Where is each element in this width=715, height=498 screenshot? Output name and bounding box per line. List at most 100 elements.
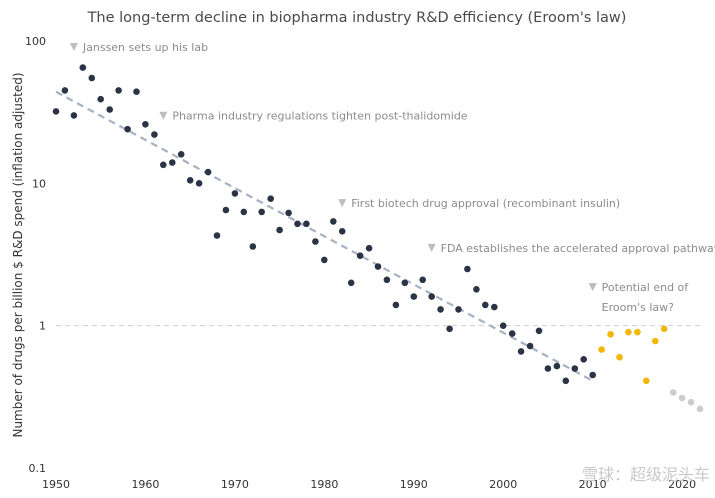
annotation-marker-icon [69,43,78,52]
data-point [660,325,668,333]
data-point [70,112,78,119]
data-point [580,356,587,363]
data-point [419,276,427,284]
data-point [526,342,534,350]
data-point [79,64,87,71]
data-point [634,328,641,336]
data-point [652,337,659,345]
data-point [365,244,373,252]
annotation-marker-icon [588,283,597,292]
x-tick-label: 1970 [221,478,249,491]
data-points-layer [52,64,704,413]
y-tick-label: 100 [25,35,46,48]
x-tick-label: 1990 [400,478,428,491]
data-point [97,95,104,103]
data-point [491,303,498,311]
data-point [696,405,704,413]
data-point [356,252,364,259]
data-point [410,293,418,300]
data-point [678,394,686,402]
data-point [177,151,185,158]
data-point [669,389,677,396]
data-point [142,121,149,128]
data-point [249,243,257,250]
data-point [169,159,176,166]
data-point [347,279,355,287]
data-point [267,195,275,202]
data-point [124,125,131,133]
data-point [643,377,650,385]
data-point [303,220,310,228]
data-point [321,256,328,264]
data-point [133,88,140,95]
data-point [231,190,239,197]
data-point [213,232,221,239]
annotation-marker-icon [159,111,168,120]
data-point [401,279,409,287]
data-point [258,208,266,216]
annotation-label: Janssen sets up his lab [82,41,208,54]
data-point [115,87,122,94]
annotation-label: Potential end of [602,281,690,294]
data-point [437,306,444,313]
data-point [294,220,301,228]
annotation-label: First biotech drug approval (recombinant… [351,197,620,210]
data-point [464,265,471,273]
data-point [240,208,248,216]
data-point [455,306,462,313]
data-point [625,328,632,336]
data-point [499,322,507,330]
data-point [160,161,167,169]
data-point [285,209,292,217]
data-point [544,365,552,372]
x-tick-label: 2000 [489,478,517,491]
x-tick-label: 2020 [668,478,696,491]
y-tick-label: 0.1 [29,462,47,475]
data-point [687,398,695,406]
data-point [330,218,337,225]
data-point [607,331,614,338]
data-point [553,362,561,370]
y-tick-label: 1 [39,320,46,333]
data-point [428,293,436,300]
data-point [204,168,212,176]
data-point [589,371,596,379]
y-axis-label: Number of drugs per billion $ R&D spend … [11,72,25,437]
x-tick-label: 2010 [579,478,607,491]
data-point [473,286,480,293]
data-point [186,177,194,184]
annotation-label: FDA establishes the accelerated approval… [441,242,715,255]
annotations-layer: Janssen sets up his lab Pharma industry r… [69,41,715,314]
trendline [55,90,594,382]
data-point [562,377,570,385]
data-point [338,228,346,235]
watermark-text: 雪球：超级泥头车 [582,465,710,484]
data-point [151,131,158,138]
data-point [374,263,382,270]
x-tick-label: 1950 [42,478,70,491]
x-tick-label: 1980 [310,478,338,491]
data-point [195,180,203,187]
annotation-label: Eroom's law? [602,301,674,314]
data-point [482,301,489,309]
chart-title: The long-term decline in biopharma indus… [87,10,627,26]
data-point [61,87,69,94]
data-point [312,238,319,245]
data-point [517,348,525,355]
axis-ticks-layer: 1950 1960 1970 1980 1990 2000 2010 2020 100 10 1 0.… [25,35,696,491]
annotation-marker-icon [427,243,436,252]
data-point [106,106,113,113]
data-point [52,108,60,115]
data-point [571,365,579,372]
data-point [616,353,623,361]
data-point [222,206,230,214]
data-point [535,327,543,335]
annotation-marker-icon [338,199,347,208]
data-point [88,74,96,82]
data-point [598,346,605,353]
data-point [383,276,391,284]
data-point [392,301,400,309]
y-tick-label: 10 [32,177,46,190]
annotation-label: Pharma industry regulations tighten post… [172,110,467,123]
